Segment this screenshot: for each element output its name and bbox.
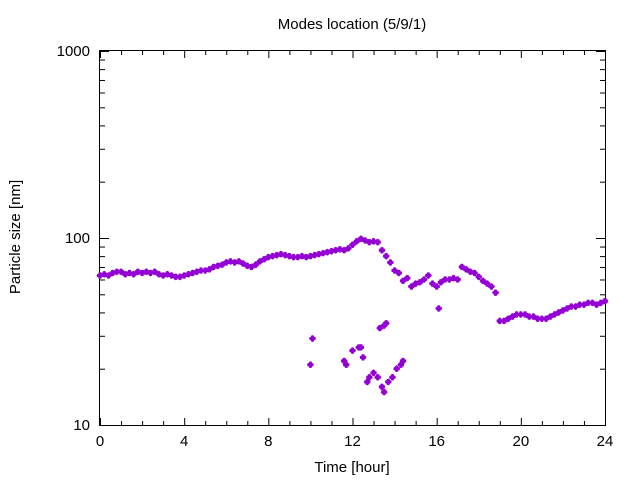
data-point [374,238,382,246]
data-point [513,310,521,319]
data-point [378,383,386,391]
data-point [487,283,495,291]
data-point [525,313,533,321]
data-point [376,324,384,332]
data-point [441,275,449,284]
x-tick-label: 24 [597,433,614,450]
x-tick-label: 0 [96,433,104,450]
x-tick-label: 12 [344,433,361,450]
data-point [496,317,504,325]
data-point [386,258,394,266]
data-point [357,343,365,351]
y-tick-label: 10 [73,417,90,434]
data-point [374,373,382,381]
data-point [378,246,386,254]
data-point [538,315,546,323]
y-tick-label: 100 [65,230,90,247]
data-point [306,361,314,369]
x-axis-label: Time [hour] [314,459,389,476]
data-point [399,357,407,365]
data-point [395,269,403,277]
data-point [424,271,432,280]
data-point [517,310,525,319]
x-tick-label: 20 [512,433,529,450]
data-point [113,268,121,276]
data-point [435,304,443,312]
data-point [534,315,542,323]
x-tick-label: 8 [264,433,272,450]
data-point [370,369,378,377]
chart-title: Modes location (5/9/1) [278,16,426,33]
y-tick-label: 1000 [57,43,90,60]
data-point [601,297,609,305]
x-tick-labels: 0 4 8 12 16 20 24 [96,433,614,450]
data-point [471,269,479,277]
data-point [403,274,411,282]
data-point [384,378,392,386]
data-point [576,301,584,309]
data-point [475,273,483,281]
data-point [348,347,357,355]
data-point [380,388,388,396]
data-point [359,353,367,361]
data-point [492,289,500,297]
data-point [308,334,317,343]
data-point [197,266,205,275]
y-tick-labels: 10 100 1000 [57,43,90,434]
y-axis-label: Particle size [nm] [7,180,24,294]
data-points [96,235,609,396]
data-point [290,253,298,261]
data-point [388,373,397,381]
data-point [365,373,373,381]
data-point [172,273,180,281]
x-tick-label: 4 [180,433,188,450]
data-point [382,252,390,260]
data-point [342,361,350,369]
data-point [393,365,401,373]
data-point [433,283,441,291]
data-point [344,244,352,252]
x-tick-label: 16 [428,433,445,450]
data-point [420,275,428,284]
data-point [348,241,357,249]
data-point [567,303,575,311]
data-point [454,275,462,284]
plot-frame [99,50,606,426]
axis-ticks [100,51,606,426]
data-point [584,299,592,307]
